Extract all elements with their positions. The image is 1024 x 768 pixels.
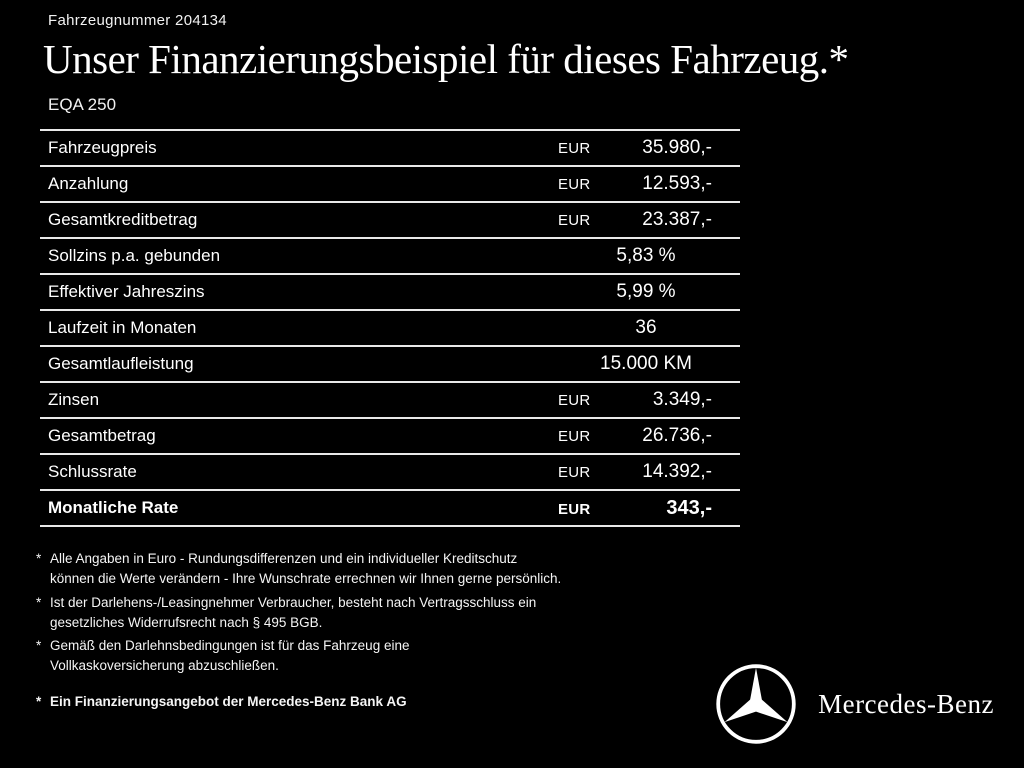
row-label: Zinsen [48, 390, 100, 409]
footnote-text: Gemäß den Darlehnsbedingungen ist für da… [50, 638, 410, 674]
row-value: 5,83 % [616, 245, 676, 266]
row-value-cell: EUR 35.980,- [520, 137, 740, 159]
page-title: Unser Finanzierungsbeispiel für dieses F… [43, 36, 849, 82]
footnote: * Ist der Darlehens-/Leasingnehmer Verbr… [36, 593, 760, 634]
mercedes-star-icon [716, 664, 796, 744]
row-value: 26.736,- [642, 425, 712, 446]
row-label: Anzahlung [48, 174, 129, 193]
row-value-cell: EUR 343,- [520, 497, 740, 520]
financing-table: Fahrzeugpreis EUR 35.980,- Anzahlung EUR… [40, 129, 740, 527]
table-row-zinsen: Zinsen EUR 3.349,- [40, 383, 740, 419]
row-label: Schlussrate [48, 462, 137, 481]
footnote-text: Alle Angaben in Euro - Rundungsdifferenz… [50, 551, 562, 587]
footnote: * Gemäß den Darlehnsbedingungen ist für … [36, 636, 760, 677]
row-value: 23.387,- [642, 209, 712, 230]
row-currency: EUR [558, 212, 591, 229]
brand-wordmark: Mercedes-Benz [818, 688, 994, 719]
row-value: 35.980,- [642, 137, 712, 158]
row-value: 3.349,- [652, 389, 712, 410]
row-currency: EUR [558, 464, 591, 481]
footnote-marker: * [36, 693, 42, 709]
row-label: Sollzins p.a. gebunden [48, 246, 221, 265]
table-row-gesamtbetrag: Gesamtbetrag EUR 26.736,- [40, 419, 740, 455]
table-row-sollzins: Sollzins p.a. gebunden 5,83 % [40, 239, 740, 275]
table-row-gesamtkreditbetrag: Gesamtkreditbetrag EUR 23.387,- [40, 203, 740, 239]
row-value: 36 [635, 317, 657, 338]
footnote-marker: * [36, 551, 42, 566]
footnote-marker: * [36, 638, 42, 653]
vehicle-number: Fahrzeugnummer 204134 [48, 12, 227, 29]
row-currency: EUR [558, 500, 591, 518]
row-currency: EUR [558, 140, 591, 157]
row-currency: EUR [558, 428, 591, 445]
footnote-marker: * [36, 594, 42, 610]
table-row-fahrzeugpreis: Fahrzeugpreis EUR 35.980,- [40, 131, 740, 167]
row-value-cell: 15.000 KM [520, 353, 740, 375]
row-value: 5,99 % [616, 281, 676, 302]
row-value-cell: 5,83 % [520, 245, 740, 267]
footnote-text: Ist der Darlehens-/Leasingnehmer Verbrau… [50, 594, 537, 630]
financing-sheet: Fahrzeugnummer 204134 Unser Finanzierung… [36, 12, 849, 712]
footnote-text: Ein Finanzierungsangebot der Mercedes-Be… [50, 693, 407, 709]
footnote-bank-offer: * Ein Finanzierungsangebot der Mercedes-… [36, 692, 760, 712]
table-row-laufzeit: Laufzeit in Monaten 36 [40, 311, 740, 347]
table-row-gesamtlaufleistung: Gesamtlaufleistung 15.000 KM [40, 347, 740, 383]
row-value-cell: EUR 12.593,- [520, 173, 740, 195]
row-label: Gesamtbetrag [48, 426, 156, 445]
row-value: 15.000 KM [600, 353, 692, 374]
row-value-cell: 5,99 % [520, 281, 740, 303]
row-value: 12.593,- [642, 173, 712, 194]
table-row-monatliche-rate: Monatliche Rate EUR 343,- [40, 491, 740, 527]
footnotes: * Alle Angaben in Euro - Rundungsdiffere… [36, 549, 760, 712]
table-row-effektiver-jahreszins: Effektiver Jahreszins 5,99 % [40, 275, 740, 311]
row-label: Monatliche Rate [48, 498, 179, 517]
row-label: Gesamtkreditbetrag [48, 210, 198, 229]
row-label: Laufzeit in Monaten [48, 318, 197, 337]
row-value-cell: EUR 23.387,- [520, 209, 740, 231]
row-label: Effektiver Jahreszins [48, 282, 205, 301]
row-label: Fahrzeugpreis [48, 138, 157, 157]
row-value: 343,- [666, 496, 712, 519]
row-value-cell: EUR 26.736,- [520, 425, 740, 447]
row-value: 14.392,- [642, 461, 712, 482]
row-currency: EUR [558, 392, 591, 409]
brand-area: Mercedes-Benz [714, 662, 994, 746]
table-row-anzahlung: Anzahlung EUR 12.593,- [40, 167, 740, 203]
vehicle-model: EQA 250 [48, 95, 117, 114]
footnote: * Alle Angaben in Euro - Rundungsdiffere… [36, 549, 760, 590]
row-label: Gesamtlaufleistung [48, 354, 194, 373]
row-currency: EUR [558, 176, 591, 193]
row-value-cell: EUR 3.349,- [520, 389, 740, 411]
row-value-cell: EUR 14.392,- [520, 461, 740, 483]
row-value-cell: 36 [520, 317, 740, 339]
table-row-schlussrate: Schlussrate EUR 14.392,- [40, 455, 740, 491]
